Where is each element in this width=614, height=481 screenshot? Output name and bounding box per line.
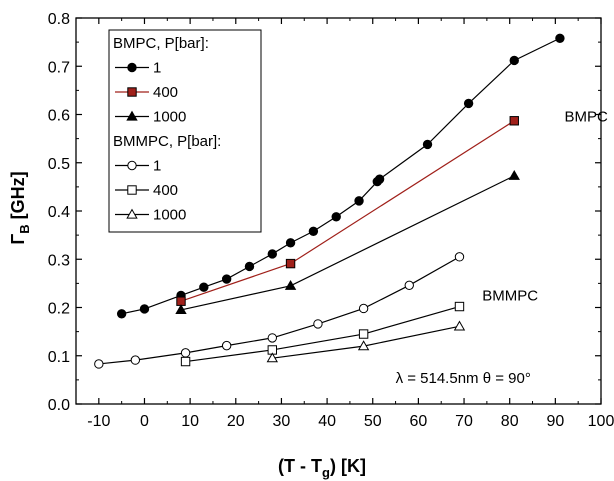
data-point [180,348,191,358]
axes: -10 0 10 20 30 40 50 60 70 80 90 100 0.0 0.1 0.2 0.3 0.4… [48,11,614,430]
series-4 [94,252,465,369]
series-1 [116,33,565,319]
data-point [453,320,466,331]
series-5 [180,301,465,367]
y-tick-label: 0.6 [48,108,70,125]
series-3 [175,169,520,315]
data-point [175,304,187,315]
data-point [267,249,278,259]
legend-marker [127,87,137,97]
annotation: λ = 514.5nm θ = 90° [396,370,531,387]
legend-box [108,29,262,233]
data-point [454,252,465,262]
x-tick-label: 20 [227,413,245,430]
x-tick-label: 90 [546,413,564,430]
y-axis-title: ΓB [GHz] [8,171,32,244]
data-point [374,174,385,184]
series-6 [266,320,466,363]
legend-marker [127,160,137,171]
y-tick-label: 0.4 [48,204,70,221]
y-tick-label: 0.1 [48,349,70,366]
legend-label: 1000 [153,109,186,126]
x-axis-title: (T - Tg) [K] [278,456,366,480]
legend-marker [127,185,137,195]
y-tick-label: 0.5 [48,156,70,173]
data-point [244,261,255,272]
data-point [116,309,127,319]
data-point [130,355,141,365]
annotation: BMPC [564,109,608,126]
data-point [358,329,369,339]
y-tick-label: 0.2 [48,301,70,318]
y-tick-label: 0.7 [48,59,70,76]
y-tick-label: 0.0 [48,397,70,414]
data-point [94,359,104,369]
legend-label: 400 [153,182,178,199]
data-point [221,274,232,284]
legend-marker [126,110,138,121]
data-point [357,340,370,351]
data-point [509,55,519,66]
x-tick-label: 100 [588,413,614,430]
data-point [180,356,191,367]
y-tick-label: 0.8 [48,11,70,28]
data-point [354,196,364,206]
legend-marker [126,208,138,219]
x-tick-label: 60 [409,413,427,430]
data-point [509,116,519,126]
annotations: BMPC BMMPC λ = 514.5nm θ = 90° [396,109,608,387]
legend-label: 1000 [153,207,186,224]
series-line [98,256,460,365]
data-point [422,139,433,150]
data-point [463,98,474,109]
data-point [454,301,465,312]
legend-label: 1 [153,60,161,77]
data-point [404,280,414,291]
legend-label: 1 [153,158,161,175]
x-tick-label: 0 [140,413,149,430]
x-tick-label: -10 [87,413,110,430]
annotation: BMMPC [482,287,538,304]
legend-marker [127,62,137,73]
data-point [308,226,319,236]
x-tick-label: 70 [455,413,473,430]
legend-header: BMPC, P[bar]: [113,35,209,52]
data-point [221,340,232,351]
y-tick-label: 0.3 [48,252,70,269]
legend-label: 400 [153,84,178,101]
data-point [285,238,296,248]
x-tick-label: 80 [501,413,519,430]
series-line [185,305,460,363]
series-2 [176,116,519,306]
data-point [267,333,278,343]
data-point [508,169,520,180]
x-tick-label: 50 [364,413,382,430]
data-point [266,352,278,363]
x-tick-label: 30 [273,413,291,430]
data-point [358,303,369,314]
data-point [331,212,341,222]
data-point [199,282,209,292]
x-tick-label: 40 [318,413,336,430]
data-point [313,319,323,329]
data-point [284,279,297,290]
data-point [285,258,296,269]
legend: BMPC, P[bar]: 1 400 1000 BMMPC, P[bar]: 1 400 1… [108,29,262,233]
x-tick-label: 10 [181,413,199,430]
data-point [555,33,565,43]
legend-header: BMMPC, P[bar]: [113,133,221,150]
series-layer [94,33,565,369]
data-point [139,304,150,314]
